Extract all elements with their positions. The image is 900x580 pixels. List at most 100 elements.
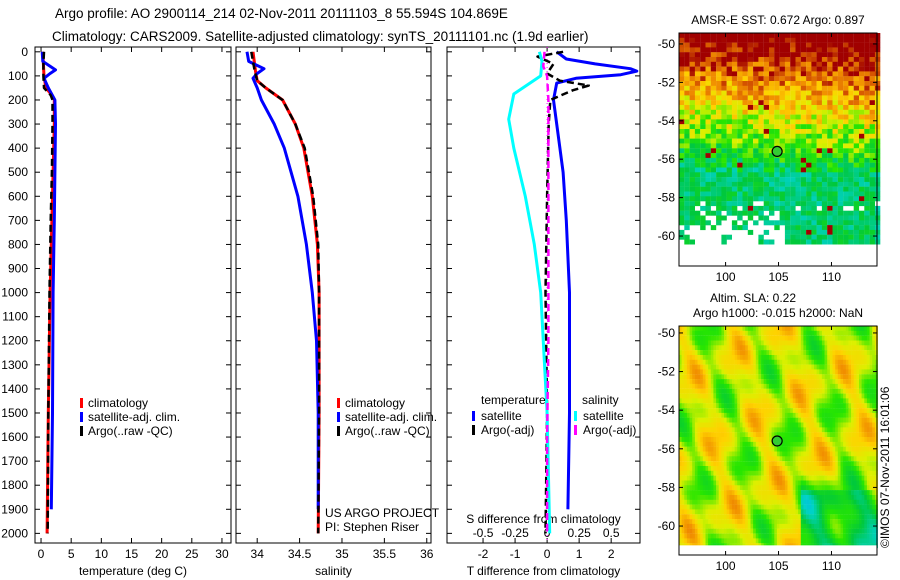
map-cell [787,355,791,360]
map-cell [737,495,741,500]
map-cell [710,393,714,399]
map-cell [792,466,796,471]
map-cell [864,446,868,452]
map-cell [782,335,786,341]
map-cell [679,181,685,187]
map-cell [787,504,791,510]
map-cell [761,461,765,467]
map-cell [742,177,748,183]
map-cell [874,470,878,476]
map-cell [874,499,878,505]
map-cell [811,504,815,510]
map-cell [694,157,701,163]
map-cell [848,355,852,360]
map-cell [718,383,722,389]
map-cell [872,364,876,370]
map-cell [784,441,788,447]
map-cell [827,412,831,418]
map-cell [750,335,754,341]
map-cell [819,456,823,462]
map-cell [824,451,828,457]
map-cell [779,495,783,500]
map-cell [840,350,844,356]
map-cell [679,57,685,62]
map-cell [840,369,844,375]
map-cell [856,490,860,496]
map-cell [742,61,748,67]
map-cell [864,81,870,86]
map-cell [684,470,688,476]
map-cell [848,432,852,438]
map-cell [745,393,749,399]
map-cell [726,340,730,346]
map-cell [734,369,738,375]
map-cell [811,210,817,216]
map-cell [837,119,844,125]
map-cell [731,335,735,341]
map-cell [679,85,685,91]
map-cell [758,359,762,365]
map-cell [774,157,780,163]
map-cell [718,499,722,505]
map-cell [811,90,817,96]
map-cell [859,504,862,510]
map-cell [684,350,688,356]
map-cell [843,201,849,207]
map-cell [816,427,820,433]
map-cell [774,408,778,414]
map-cell [861,475,865,481]
map-cell [769,100,775,106]
map-cell [763,451,767,457]
map-cell [689,157,695,163]
map-cell [776,466,780,471]
map-cell [737,456,741,462]
map-cell [758,514,762,520]
map-cell [771,432,775,438]
map-cell [808,369,812,375]
map-cell [779,47,785,53]
map-cell [737,432,741,438]
map-cell [705,42,711,48]
map-cell [816,340,820,346]
map-cell [835,451,839,457]
map-cell [800,470,804,476]
map-cell [821,201,828,207]
map-cell [856,374,860,380]
map-cell [824,398,828,404]
map-cell [821,475,825,481]
map-cell [753,340,757,346]
map-cell [784,499,788,505]
map-cell [681,403,685,409]
map-cell [739,345,743,351]
map-cell [861,330,865,336]
map-cell [718,446,722,452]
map-cell [721,153,727,159]
map-cell [769,451,772,457]
map-cell [837,85,844,91]
map-cell [771,359,775,365]
map-cell [808,345,812,351]
map-cell [705,432,709,438]
map-cell [856,499,860,505]
map-cell [729,330,733,336]
map-cell [731,205,738,211]
map-cell [806,167,812,173]
map-cell [697,523,701,529]
map-cell [729,461,733,467]
map-cell [774,495,778,500]
map-cell [874,95,881,101]
map-cell [864,129,870,134]
map-cell [845,466,849,471]
map-cell [803,355,807,360]
map-cell [827,345,831,351]
map-cell [821,100,828,106]
map-cell [843,359,847,365]
map-cell [731,417,735,423]
map-cell [705,177,711,183]
map-cell [803,345,807,351]
map-cell [713,379,717,385]
map-cell [779,403,783,409]
map-cell [816,475,820,481]
map-cell [811,177,817,183]
map-cell [716,490,720,496]
